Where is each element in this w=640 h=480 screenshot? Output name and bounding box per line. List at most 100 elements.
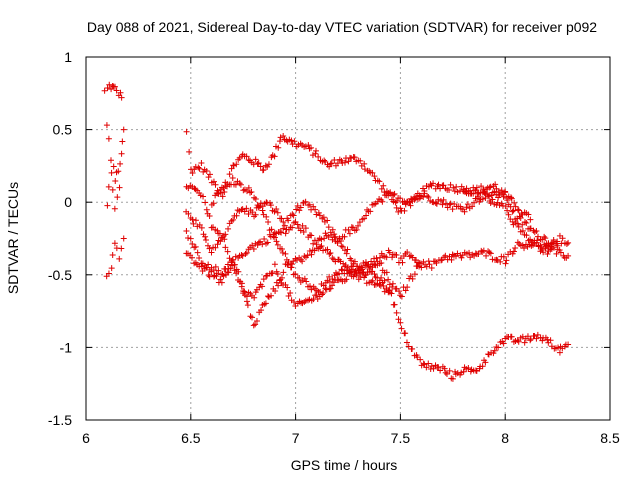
data-point <box>312 147 319 154</box>
data-point <box>306 201 313 208</box>
plot-frame <box>85 56 611 421</box>
data-point <box>198 224 205 231</box>
data-point <box>437 367 444 374</box>
data-point <box>393 252 400 259</box>
data-point <box>213 190 220 197</box>
data-point <box>547 246 554 253</box>
data-point <box>523 219 530 226</box>
data-point <box>550 244 557 251</box>
data-point <box>376 178 383 185</box>
data-point <box>296 275 303 282</box>
data-point <box>215 267 222 274</box>
data-point <box>415 259 422 266</box>
data-point <box>398 293 405 300</box>
data-point <box>504 197 511 204</box>
data-point <box>308 232 315 239</box>
data-point <box>416 192 423 199</box>
data-point <box>302 225 309 232</box>
data-point <box>245 156 252 163</box>
data-point <box>307 283 314 290</box>
data-point <box>339 243 346 250</box>
data-point <box>451 188 458 195</box>
data-point <box>310 203 317 210</box>
data-point <box>397 319 404 326</box>
data-point <box>425 360 432 367</box>
data-point <box>463 204 470 211</box>
data-point <box>351 154 358 161</box>
data-point <box>345 158 352 165</box>
data-point <box>257 203 264 210</box>
data-point <box>502 203 509 210</box>
data-point <box>533 228 540 235</box>
data-point <box>186 148 193 155</box>
data-point <box>539 337 546 344</box>
data-point <box>469 203 476 210</box>
data-point <box>185 234 192 241</box>
data-point <box>271 234 278 241</box>
data-point <box>278 215 285 222</box>
data-point <box>446 201 453 208</box>
data-point <box>397 195 404 202</box>
data-point <box>229 256 236 263</box>
data-point <box>406 253 413 260</box>
data-point <box>189 170 196 177</box>
data-point <box>448 256 455 263</box>
data-point <box>409 345 416 352</box>
data-point <box>249 209 256 216</box>
data-point <box>353 226 360 233</box>
data-point <box>117 160 124 167</box>
data-point <box>424 193 431 200</box>
data-point <box>446 187 453 194</box>
data-point <box>463 185 470 192</box>
data-point <box>118 150 125 157</box>
data-point <box>371 173 378 180</box>
data-point <box>268 292 275 299</box>
data-point <box>238 206 245 213</box>
data-point <box>252 195 259 202</box>
data-point <box>250 245 257 252</box>
data-point <box>441 254 448 261</box>
data-point <box>403 339 410 346</box>
data-point <box>262 162 269 169</box>
data-point <box>225 225 232 232</box>
data-point <box>553 250 560 257</box>
series-sat-F <box>183 182 561 249</box>
data-point <box>194 249 201 256</box>
data-point <box>217 276 224 283</box>
data-point <box>252 156 259 163</box>
data-point <box>287 290 294 297</box>
data-point <box>474 190 481 197</box>
data-point <box>517 215 524 222</box>
data-point <box>321 235 328 242</box>
data-point <box>368 278 375 285</box>
data-point <box>565 239 572 246</box>
data-point <box>268 226 275 233</box>
data-point <box>423 364 430 371</box>
data-point <box>225 265 232 272</box>
data-point <box>233 161 240 168</box>
data-point <box>308 144 315 151</box>
data-point <box>510 248 517 255</box>
data-point <box>113 87 120 94</box>
data-point <box>407 202 414 209</box>
data-point <box>215 190 222 197</box>
data-point <box>362 259 369 266</box>
data-point <box>230 216 237 223</box>
data-point <box>341 159 348 166</box>
data-point <box>544 251 551 258</box>
data-point <box>327 249 334 256</box>
data-point <box>334 238 341 245</box>
data-point <box>515 207 522 214</box>
data-point <box>317 289 324 296</box>
data-point <box>212 244 219 251</box>
data-point <box>299 222 306 229</box>
data-point <box>380 282 387 289</box>
data-point <box>438 257 445 264</box>
y-tick-labels: -1.5 -1 -0.5 0 0.5 1 <box>48 49 72 428</box>
data-point <box>105 270 112 277</box>
data-point <box>383 254 390 261</box>
data-point <box>312 206 319 213</box>
data-point <box>534 331 541 338</box>
data-point <box>500 193 507 200</box>
data-point <box>278 245 285 252</box>
